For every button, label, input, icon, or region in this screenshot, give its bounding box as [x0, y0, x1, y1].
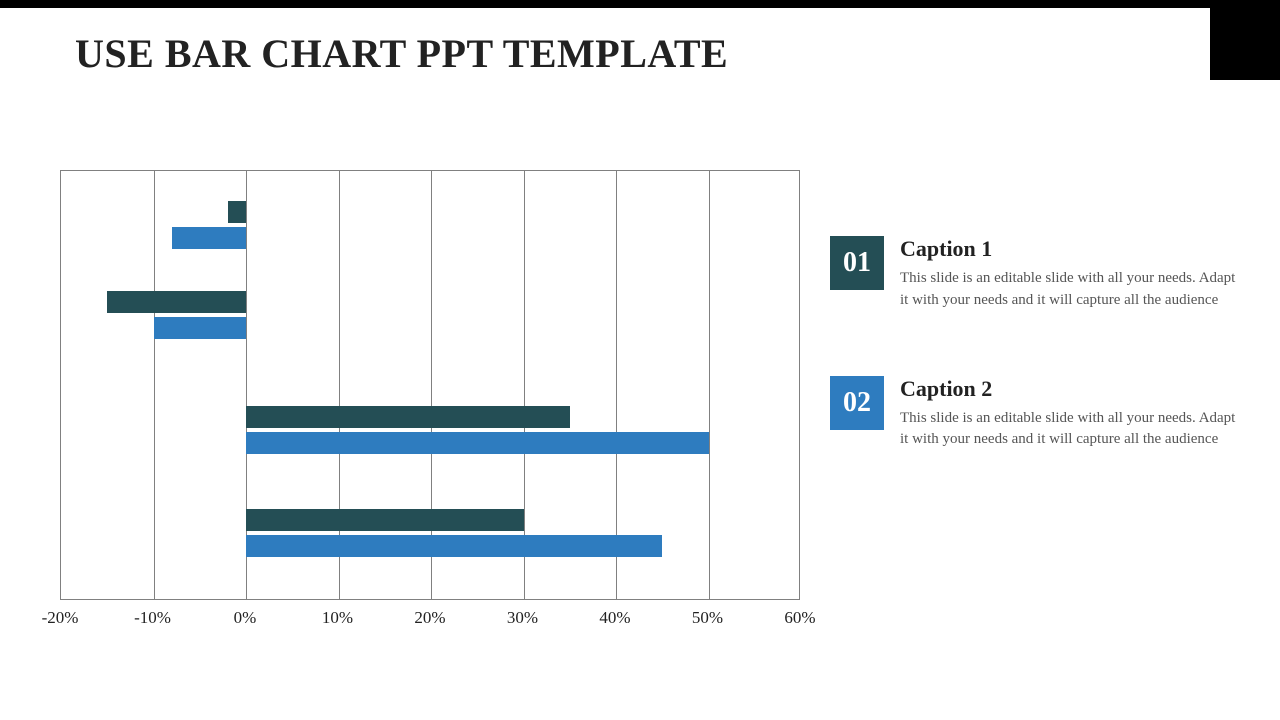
bar [172, 227, 246, 249]
x-tick-label: -10% [134, 608, 171, 628]
x-tick-label: 30% [507, 608, 538, 628]
bar [246, 406, 570, 428]
gridline [154, 171, 155, 599]
caption-text: Caption 1 This slide is an editable slide… [900, 236, 1240, 312]
x-tick-label: 20% [414, 608, 445, 628]
caption-number-box: 01 [830, 236, 884, 290]
slide-title: USE BAR CHART PPT TEMPLATE [75, 30, 728, 77]
gridline [709, 171, 710, 599]
bar-chart: -20%-10%0%10%20%30%40%50%60% [60, 170, 800, 630]
x-tick-label: 50% [692, 608, 723, 628]
captions-panel: 01 Caption 1 This slide is an editable sli… [830, 236, 1240, 515]
top-accent-bar [0, 0, 1280, 8]
caption-block: 02 Caption 2 This slide is an editable sli… [830, 376, 1240, 452]
caption-description: This slide is an editable slide with all… [900, 408, 1240, 452]
chart-plot-area [60, 170, 800, 600]
x-tick-label: 10% [322, 608, 353, 628]
x-tick-label: 60% [784, 608, 815, 628]
caption-description: This slide is an editable slide with all… [900, 268, 1240, 312]
caption-block: 01 Caption 1 This slide is an editable sli… [830, 236, 1240, 312]
bar [107, 291, 246, 313]
caption-text: Caption 2 This slide is an editable slide… [900, 376, 1240, 452]
x-tick-label: -20% [42, 608, 79, 628]
bar [154, 317, 247, 339]
bar [246, 509, 524, 531]
x-tick-label: 0% [234, 608, 257, 628]
bar [246, 432, 709, 454]
corner-accent-box [1210, 8, 1280, 80]
bar [228, 201, 247, 223]
caption-title: Caption 1 [900, 236, 1240, 262]
x-tick-label: 40% [599, 608, 630, 628]
caption-number-box: 02 [830, 376, 884, 430]
caption-title: Caption 2 [900, 376, 1240, 402]
bar [246, 535, 662, 557]
